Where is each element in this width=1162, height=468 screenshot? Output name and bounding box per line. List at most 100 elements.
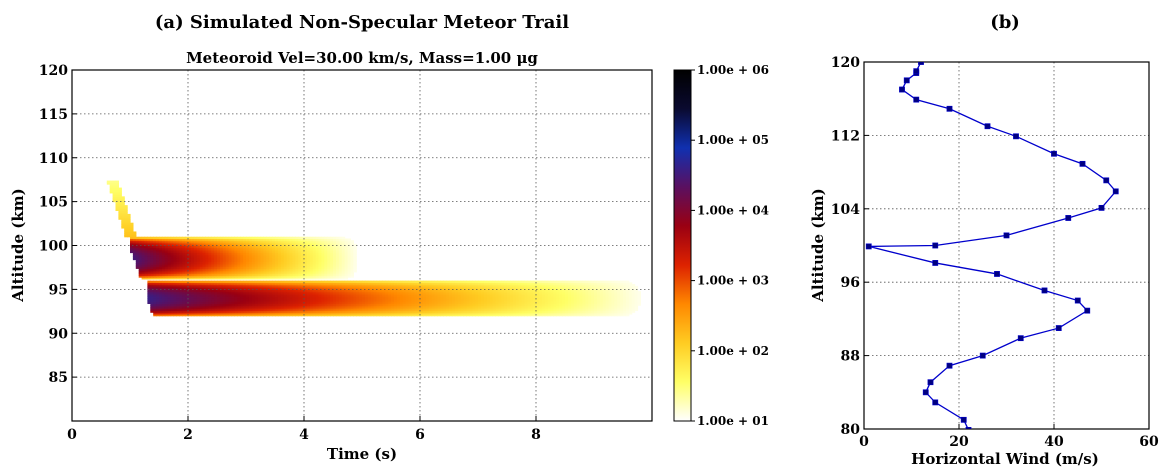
heatmap-cell — [576, 312, 581, 315]
heatmap-cell — [205, 261, 209, 264]
heatmap-cell — [289, 241, 293, 245]
heatmap-cell — [228, 245, 233, 248]
heatmap-cell — [179, 257, 183, 261]
heatmap-cell — [594, 287, 598, 290]
heatmap-cell — [304, 313, 308, 317]
heatmap-cell — [469, 289, 473, 292]
heatmap-cell — [379, 284, 383, 287]
heatmap-cell — [150, 245, 154, 248]
heatmap-cell — [443, 299, 447, 303]
heatmap-cell — [379, 303, 383, 306]
heatmap-cell — [599, 289, 604, 292]
heatmap-cell — [391, 294, 395, 297]
heatmap-cell — [193, 264, 198, 268]
heatmap-cell — [498, 306, 502, 310]
heatmap-cell — [292, 292, 296, 296]
heatmap-cell — [533, 284, 537, 287]
heatmap-cell — [228, 241, 233, 245]
heatmap-cell — [451, 306, 456, 310]
heatmap-cell — [480, 289, 485, 292]
heatmap-cell — [544, 284, 549, 287]
heatmap-cell — [269, 301, 273, 305]
heatmap-cell — [420, 306, 424, 310]
heatmap-cell — [266, 273, 270, 276]
heatmap-cell — [170, 257, 175, 261]
heatmap-cell — [405, 280, 409, 283]
heatmap-cell — [150, 250, 154, 254]
heatmap-cell — [330, 257, 334, 261]
heatmap-cell — [295, 273, 299, 276]
heatmap-cell — [425, 280, 430, 283]
heatmap-cell — [199, 289, 204, 292]
heatmap-cell — [579, 308, 583, 312]
heatmap-cell — [312, 289, 317, 292]
heatmap-cell — [364, 289, 369, 292]
heatmap-cell — [190, 249, 195, 252]
heatmap-cell — [159, 301, 163, 305]
heatmap-cell — [277, 243, 282, 247]
heatmap-cell — [437, 284, 441, 287]
heatmap-cell — [330, 313, 334, 317]
heatmap-cell — [402, 306, 407, 310]
heatmap-cell — [306, 292, 311, 296]
heatmap-cell — [417, 312, 421, 315]
heatmap-cell — [144, 271, 148, 275]
heatmap-cell — [544, 306, 549, 310]
heatmap-cell — [333, 298, 337, 301]
heatmap-cell — [533, 282, 537, 285]
heatmap-cell — [243, 257, 247, 261]
heatmap-cell — [266, 250, 270, 254]
heatmap-cell — [263, 257, 267, 261]
heatmap-cell — [304, 257, 308, 261]
heatmap-cell — [338, 303, 343, 306]
heatmap-cell — [263, 252, 267, 255]
heatmap-cell — [327, 306, 331, 310]
heatmap-cell — [617, 294, 621, 297]
heatmap-cell — [588, 298, 592, 301]
heatmap-cell — [315, 249, 320, 252]
heatmap-cell — [408, 284, 412, 287]
heatmap-cell — [562, 306, 566, 310]
heatmap-cell — [512, 299, 517, 303]
heatmap-cell — [541, 289, 546, 292]
heatmap-cell — [237, 306, 241, 310]
heatmap-cell — [243, 247, 247, 250]
heatmap-cell — [179, 292, 183, 296]
heatmap-cell — [431, 284, 436, 287]
heatmap-cell — [611, 282, 615, 285]
heatmap-cell — [335, 313, 340, 317]
heatmap-cell — [457, 313, 462, 317]
heatmap-cell — [225, 256, 230, 259]
heatmap-cell — [544, 305, 549, 308]
heatmap-cell — [364, 292, 369, 296]
heatmap-cell — [167, 254, 172, 257]
heatmap-cell — [225, 266, 230, 269]
panel-a-title: (a) Simulated Non-Specular Meteor Trail — [155, 12, 569, 33]
heatmap-cell — [298, 305, 302, 308]
heatmap-cell — [225, 275, 230, 278]
heatmap-cell — [614, 294, 618, 297]
heatmap-cell — [460, 313, 465, 317]
heatmap-cell — [222, 252, 227, 255]
heatmap-cell — [335, 289, 340, 292]
heatmap-cell — [199, 305, 204, 308]
heatmap-cell — [240, 298, 244, 301]
heatmap-cell — [182, 243, 186, 247]
heatmap-cell — [567, 299, 572, 303]
heatmap-cell — [579, 310, 583, 313]
heatmap-cell — [176, 250, 180, 254]
heatmap-cell — [562, 299, 566, 303]
heatmap-cell — [231, 291, 235, 294]
heatmap-cell — [275, 308, 279, 312]
heatmap-cell — [298, 271, 302, 275]
heatmap-cell — [272, 249, 276, 252]
heatmap-cell — [170, 305, 175, 308]
heatmap-cell — [347, 257, 351, 261]
heatmap-cell — [167, 275, 172, 278]
heatmap-cell — [292, 261, 296, 264]
heatmap-cell — [469, 292, 473, 296]
heatmap-cell — [422, 289, 427, 292]
heatmap-cell — [150, 261, 154, 264]
heatmap-cell — [156, 284, 160, 287]
heatmap-cell — [275, 257, 279, 261]
